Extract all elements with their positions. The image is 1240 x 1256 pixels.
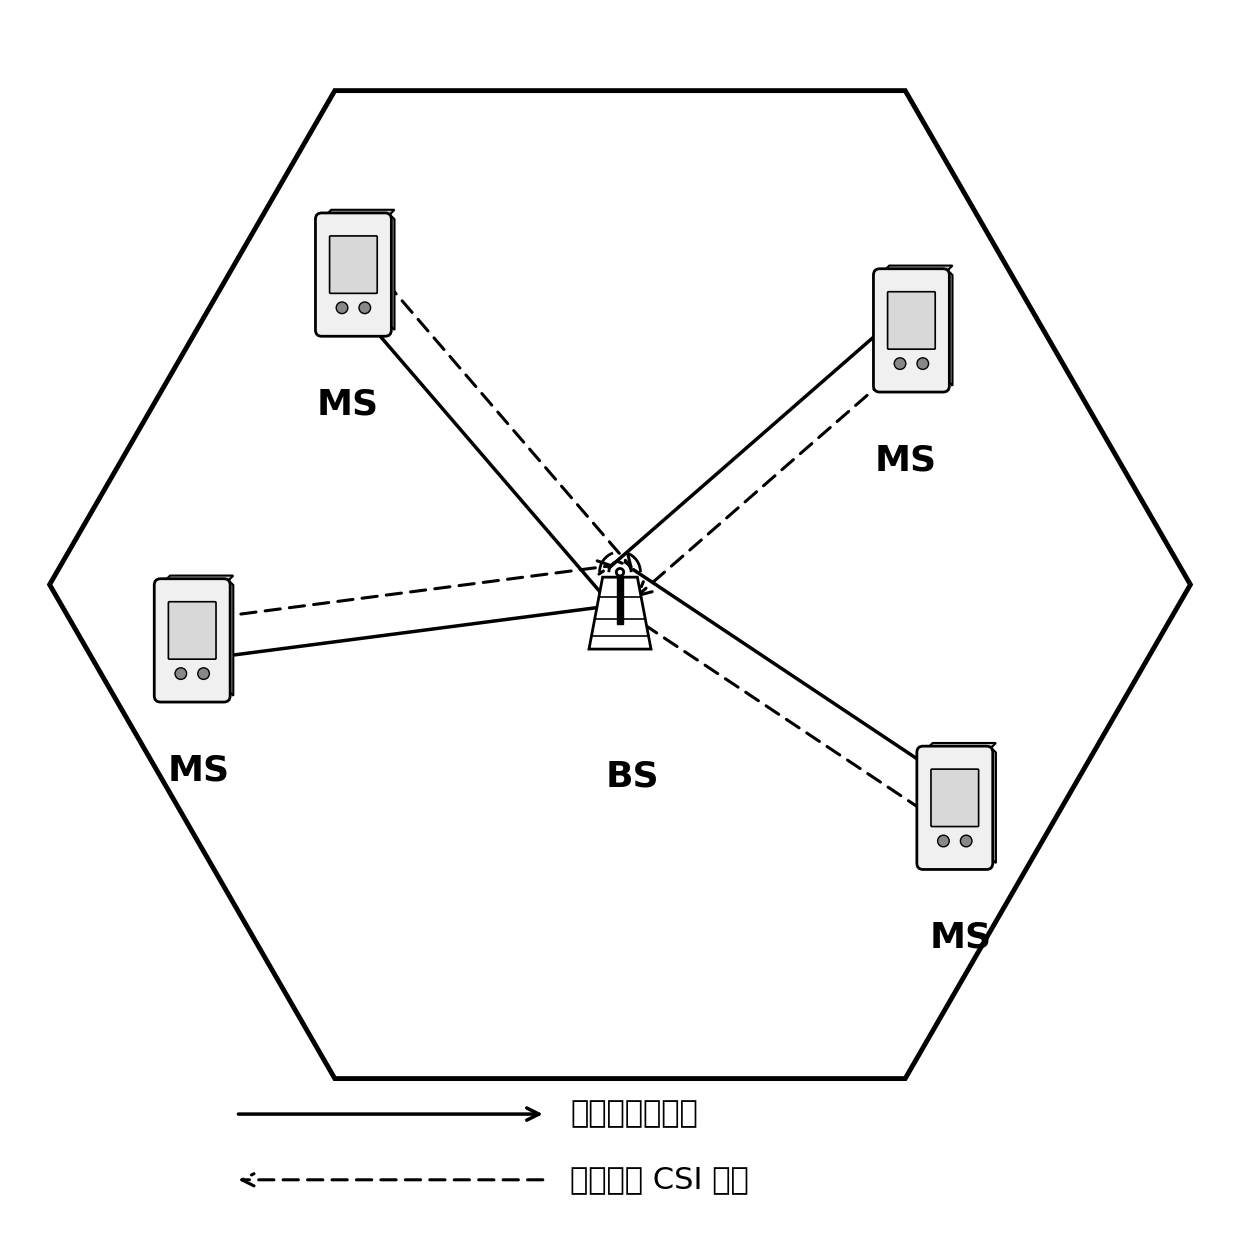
FancyBboxPatch shape: [888, 291, 935, 349]
Polygon shape: [923, 744, 996, 752]
Text: MS: MS: [930, 921, 992, 955]
FancyBboxPatch shape: [154, 579, 231, 702]
Polygon shape: [223, 575, 233, 696]
FancyBboxPatch shape: [169, 602, 216, 659]
Text: BS: BS: [605, 760, 660, 794]
Circle shape: [937, 835, 949, 847]
Polygon shape: [384, 210, 394, 330]
Text: MS: MS: [316, 388, 378, 422]
Circle shape: [894, 358, 905, 369]
Polygon shape: [321, 210, 394, 220]
Circle shape: [616, 569, 624, 577]
Polygon shape: [589, 578, 651, 649]
Polygon shape: [987, 744, 996, 863]
FancyBboxPatch shape: [873, 269, 950, 392]
FancyBboxPatch shape: [330, 236, 377, 294]
Circle shape: [961, 835, 972, 847]
Bar: [618, 578, 622, 624]
Text: MS: MS: [874, 443, 936, 477]
Text: 下行链路预编码: 下行链路预编码: [570, 1099, 698, 1129]
Text: 上行链路 CSI 反馈: 上行链路 CSI 反馈: [570, 1166, 749, 1194]
Circle shape: [360, 301, 371, 314]
FancyBboxPatch shape: [931, 769, 978, 826]
FancyBboxPatch shape: [916, 746, 993, 869]
Text: MS: MS: [167, 754, 229, 788]
Circle shape: [198, 668, 210, 679]
Polygon shape: [944, 265, 952, 386]
Polygon shape: [161, 575, 233, 585]
Circle shape: [918, 358, 929, 369]
FancyBboxPatch shape: [315, 214, 392, 337]
Circle shape: [336, 301, 347, 314]
Circle shape: [175, 668, 186, 679]
Polygon shape: [880, 265, 952, 275]
